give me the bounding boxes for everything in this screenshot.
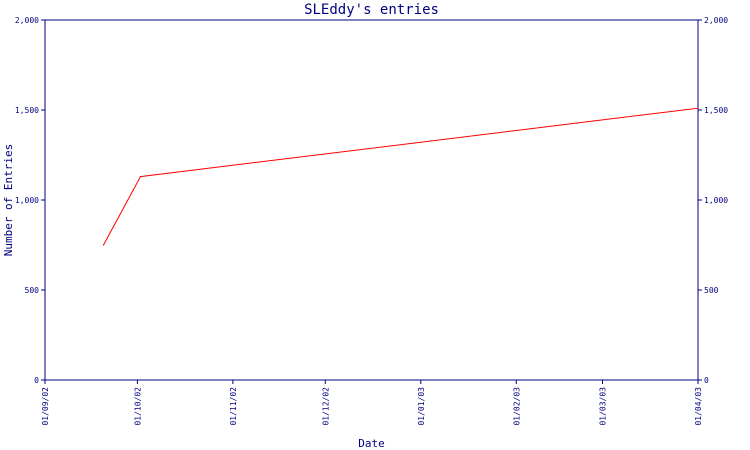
y-tick-label-right: 1,500 bbox=[704, 106, 728, 115]
x-axis-title: Date bbox=[358, 437, 385, 450]
series-line bbox=[103, 107, 699, 246]
x-tick-label: 01/11/02 bbox=[229, 387, 238, 426]
x-tick-label: 01/02/03 bbox=[512, 387, 521, 426]
y-tick-label-left: 500 bbox=[25, 286, 40, 295]
x-tick-label: 01/12/02 bbox=[321, 387, 330, 426]
x-tick-label: 01/09/02 bbox=[41, 387, 50, 426]
x-tick-label: 01/10/02 bbox=[133, 387, 142, 426]
data-point bbox=[697, 107, 699, 109]
y-tick-label-right: 2,000 bbox=[704, 16, 728, 25]
y-tick-label-right: 1,000 bbox=[704, 196, 728, 205]
x-tick-label: 01/04/03 bbox=[694, 387, 703, 426]
x-tick-label: 01/01/03 bbox=[417, 387, 426, 426]
y-tick-label-left: 1,500 bbox=[15, 106, 39, 115]
y-tick-label-left: 0 bbox=[34, 376, 39, 385]
y-axis-title: Number of Entries bbox=[2, 144, 15, 257]
data-point bbox=[139, 176, 142, 178]
y-tick-label-right: 500 bbox=[704, 286, 719, 295]
y-tick-label-left: 2,000 bbox=[15, 16, 39, 25]
series-layer bbox=[102, 107, 699, 246]
y-tick-label-left: 1,000 bbox=[15, 196, 39, 205]
chart-title: SLEddy's entries bbox=[304, 2, 439, 18]
y-tick-label-right: 0 bbox=[704, 376, 709, 385]
axis-ticks: 0 0 500 500 1,000 1,000 1,500 1,500 2,000 2,000 01… bbox=[15, 16, 728, 426]
data-point bbox=[102, 244, 105, 246]
x-tick-label: 01/03/03 bbox=[599, 387, 608, 426]
plot-area bbox=[44, 19, 699, 381]
